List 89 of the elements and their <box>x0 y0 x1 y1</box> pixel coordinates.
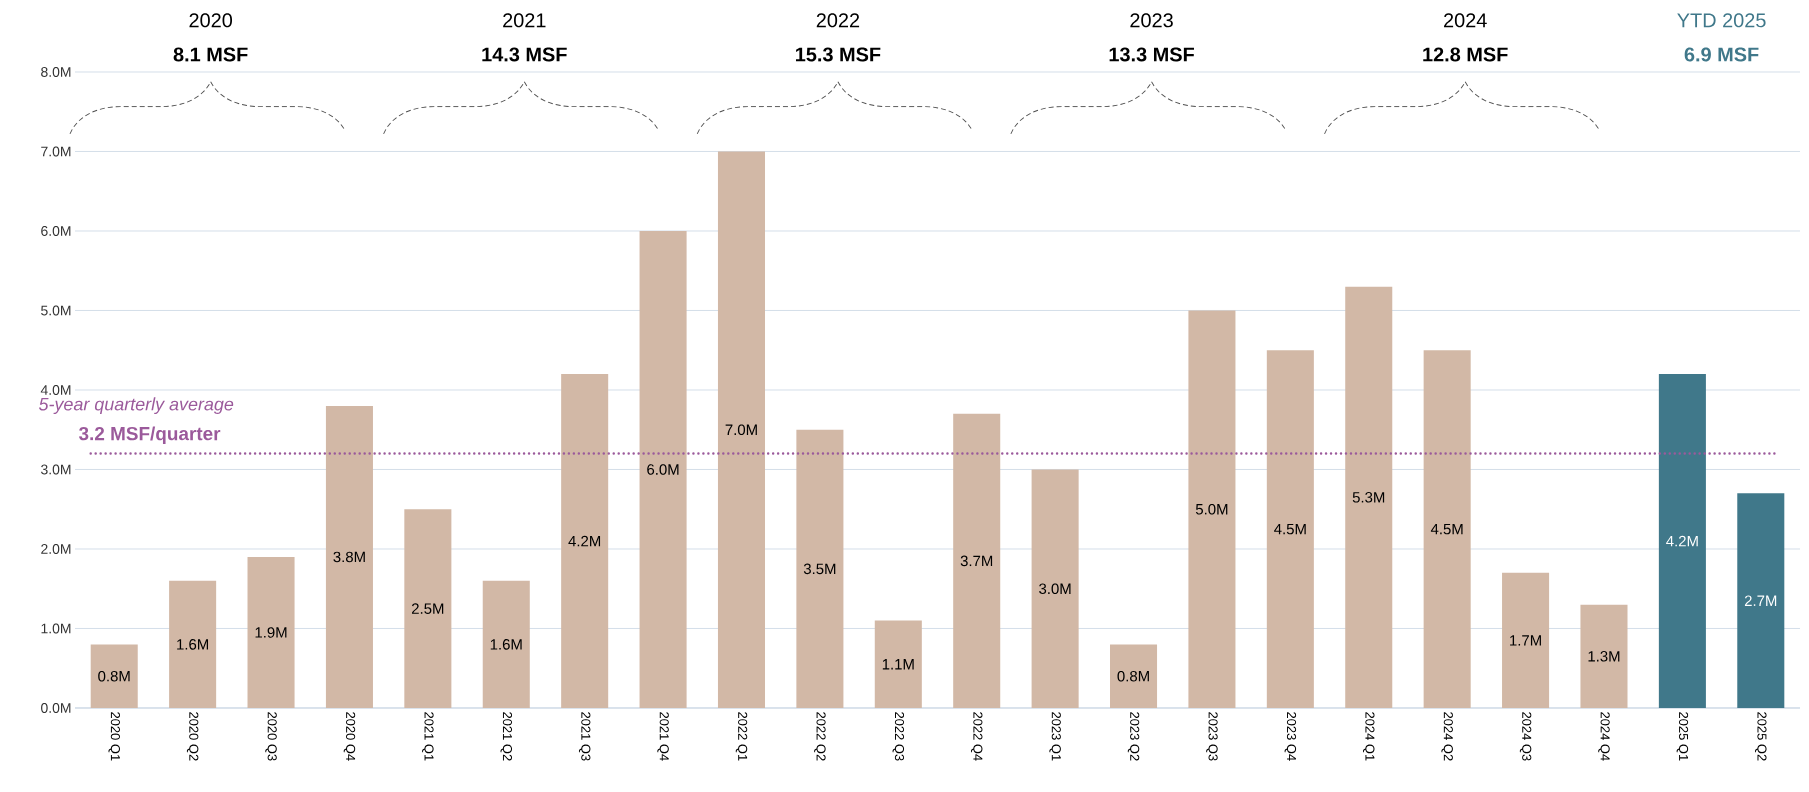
x-tick-label: 2023 Q4 <box>1284 712 1297 761</box>
y-tick-label: 5.0M <box>41 305 71 316</box>
text: 6.9 MSF <box>1684 47 1759 62</box>
bar <box>561 374 609 708</box>
data-label: 5.3M <box>1352 492 1385 503</box>
text: YTD 2025 <box>1677 13 1766 28</box>
y-tick-label: 0.0M <box>41 703 71 713</box>
data-label: 1.6M <box>490 639 522 650</box>
x-tick-label: 2020 Q1 <box>108 712 120 761</box>
data-label: 4.2M <box>568 535 601 547</box>
bar <box>1266 350 1314 708</box>
y-tick-label: 6.0M <box>41 226 71 236</box>
x-tick-label: 2021 Q1 <box>422 712 434 761</box>
x-tick-label: 2024 Q4 <box>1598 712 1610 761</box>
x-tick-label: 2023 Q1 <box>1049 712 1061 761</box>
data-label: 6.0M <box>647 464 679 475</box>
bar <box>1737 493 1785 708</box>
text: 13.3 MSF <box>1109 47 1194 62</box>
y-tick-label: 2.0M <box>41 544 71 554</box>
bar <box>1423 350 1471 708</box>
text: 8.1 MSF <box>173 47 248 62</box>
bar <box>90 644 138 708</box>
data-label: 7.0M <box>725 424 757 436</box>
x-tick-label: 2020 Q4 <box>343 712 356 761</box>
bar <box>404 509 452 708</box>
x-tick-label: 2024 Q1 <box>1363 712 1375 761</box>
y-tick-label: 3.0M <box>41 464 71 475</box>
data-label: 2.5M <box>411 603 444 614</box>
x-tick-label: 2024 Q3 <box>1519 712 1532 761</box>
x-tick-label: 2022 Q1 <box>735 712 748 761</box>
bar <box>1345 286 1393 708</box>
data-label: 4.2M <box>1666 535 1698 547</box>
text: 14.3 MSF <box>482 47 567 62</box>
text: 2023 <box>1130 13 1173 28</box>
text: 15.3 MSF <box>795 47 881 62</box>
data-label: 0.8M <box>98 670 130 682</box>
y-tick-label: 4.0M <box>40 385 71 395</box>
data-label: 3.8M <box>333 551 365 563</box>
x-tick-label: 2025 Q2 <box>1755 712 1767 761</box>
x-tick-label: 2021 Q3 <box>578 712 591 761</box>
x-tick-label: 2021 Q2 <box>500 712 513 761</box>
data-label: 1.3M <box>1588 651 1620 662</box>
x-tick-label: 2021 Q4 <box>657 712 669 761</box>
bar <box>796 429 844 708</box>
bar <box>953 413 1001 708</box>
bar <box>325 405 373 708</box>
data-label: 3.5M <box>803 563 836 575</box>
data-label: 3.0M <box>1039 583 1071 595</box>
bar <box>1031 469 1079 708</box>
text: 12.8 MSF <box>1423 47 1508 62</box>
bar <box>639 230 687 708</box>
data-label: 1.6M <box>177 639 209 650</box>
bar <box>1188 310 1236 708</box>
data-label: 0.8M <box>1117 670 1149 682</box>
text: 2024 <box>1444 13 1487 28</box>
data-label: 4.5M <box>1430 523 1463 535</box>
data-label: 5.0M <box>1195 503 1228 515</box>
data-label: 1.9M <box>255 627 287 638</box>
bar <box>169 580 217 708</box>
x-tick-label: 2020 Q2 <box>186 712 199 761</box>
x-tick-label: 2022 Q3 <box>892 712 905 761</box>
bar <box>717 151 766 708</box>
bar <box>1580 604 1628 708</box>
bar <box>1658 374 1706 708</box>
y-tick-label: 7.0M <box>41 146 71 157</box>
ref-line-label: 5-year quarterly average <box>38 397 234 415</box>
y-tick-label: 8.0M <box>41 67 71 77</box>
y-tick-label: 1.0M <box>41 623 71 634</box>
x-tick-label: 2020 Q3 <box>265 712 277 761</box>
x-tick-label: 2024 Q2 <box>1441 712 1453 761</box>
x-tick-label: 2022 Q4 <box>970 712 983 761</box>
bar <box>1502 572 1550 708</box>
bar <box>482 580 530 708</box>
bar <box>874 620 922 708</box>
text: 2022 <box>816 13 860 28</box>
annotation: 3.2 MSF/quarter <box>78 426 221 445</box>
x-tick-label: 2025 Q1 <box>1676 712 1689 761</box>
data-label: 1.1M <box>882 659 914 670</box>
x-tick-label: 2023 Q3 <box>1206 712 1218 761</box>
data-label: 3.7M <box>960 555 993 567</box>
x-tick-label: 2022 Q2 <box>814 712 826 761</box>
text: 2020 <box>189 13 233 28</box>
data-label: 4.5M <box>1274 523 1306 535</box>
data-label: 2.7M <box>1744 595 1777 606</box>
data-label: 1.7M <box>1510 635 1541 646</box>
bar <box>247 556 295 708</box>
x-tick-label: 2023 Q2 <box>1127 712 1140 761</box>
text: 2021 <box>503 13 546 28</box>
bar <box>1110 644 1158 708</box>
